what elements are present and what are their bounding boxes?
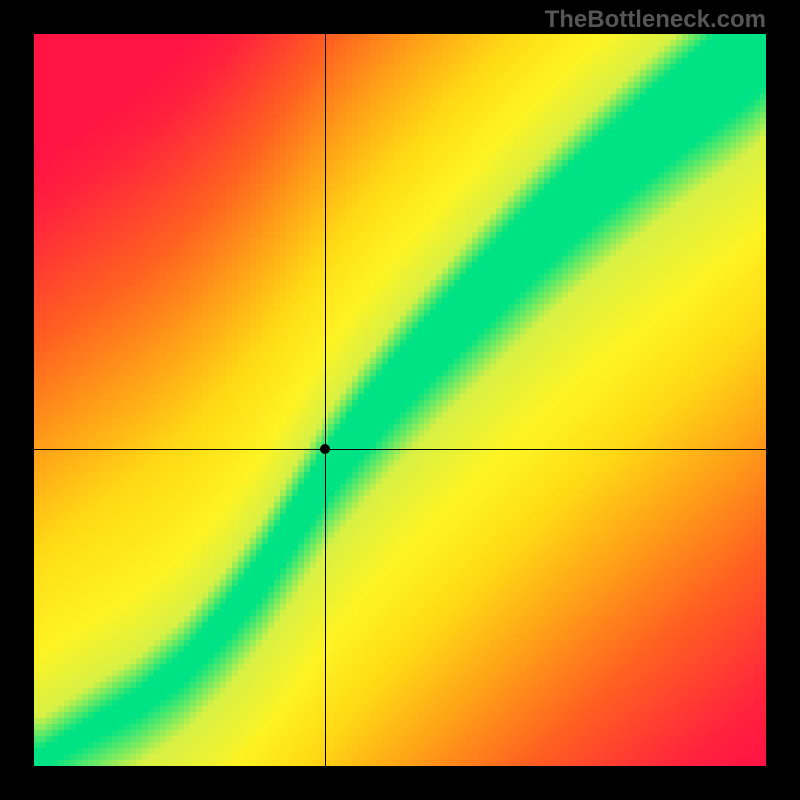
crosshair-vertical (325, 34, 326, 766)
bottleneck-heatmap (34, 34, 766, 766)
watermark-text: TheBottleneck.com (545, 6, 766, 34)
crosshair-horizontal (34, 449, 766, 450)
